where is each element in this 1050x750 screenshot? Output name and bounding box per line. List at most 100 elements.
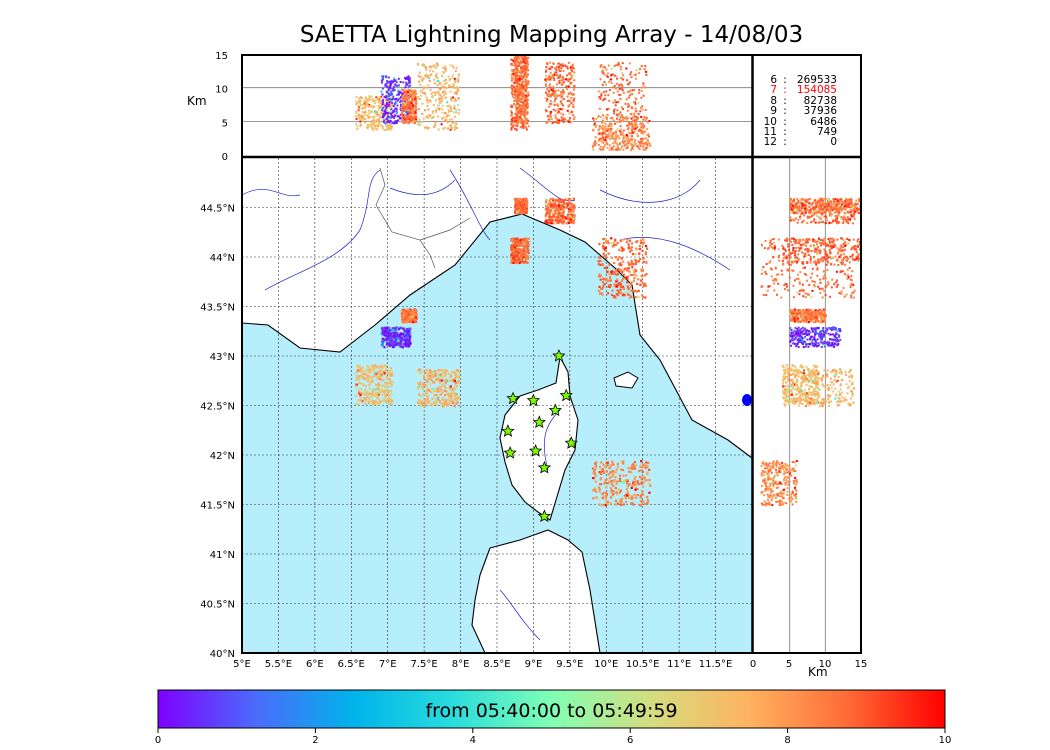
source-point-altitude [442, 116, 445, 119]
source-point-altitude [598, 138, 601, 141]
source-point-altitude [561, 64, 564, 67]
source-point-altitude [548, 95, 551, 98]
source-point [384, 338, 387, 341]
source-point [433, 389, 436, 392]
source-point-altitude [559, 91, 562, 94]
source-point-altitude [642, 82, 645, 85]
source-point [598, 273, 601, 276]
source-point-altitude [389, 87, 392, 90]
source-point-altitude [449, 125, 452, 128]
source-point-altitude [385, 118, 388, 121]
source-point-altitude [385, 107, 388, 110]
source-point-altitude [641, 132, 644, 135]
source-point-altitude [556, 103, 559, 106]
source-point-altitude [411, 106, 414, 109]
source-point [457, 380, 460, 383]
source-point [457, 396, 460, 399]
source-point-altitude [613, 109, 616, 112]
source-point-altitude [606, 146, 609, 149]
source-point [632, 503, 635, 506]
source-point-altitude [545, 110, 548, 113]
source-point [403, 334, 406, 338]
source-point [429, 383, 432, 386]
source-point [444, 373, 447, 376]
source-point-altitude [420, 64, 423, 67]
source-point [549, 198, 552, 201]
source-point-altitude [554, 116, 557, 119]
source-point-altitude [367, 117, 370, 120]
source-point-altitude [628, 90, 631, 93]
source-point-altitude [572, 93, 575, 96]
source-point-altitude [518, 77, 521, 80]
source-point-altitude [447, 110, 450, 113]
source-point-altitude [526, 122, 529, 125]
source-point-altitude [555, 93, 558, 96]
source-point-altitude [632, 145, 635, 148]
source-point [375, 383, 378, 387]
source-point-altitude [384, 100, 387, 103]
source-point-altitude [448, 83, 451, 86]
source-point [644, 253, 647, 256]
source-point [572, 210, 575, 213]
source-point-altitude [449, 78, 452, 81]
source-point [603, 254, 606, 258]
source-point-altitude [430, 73, 433, 76]
source-point-altitude [384, 122, 387, 125]
source-point [602, 252, 605, 255]
source-point [622, 462, 625, 465]
source-point [358, 398, 361, 402]
source-point [454, 375, 458, 378]
source-point-altitude [455, 91, 458, 94]
source-point [598, 292, 602, 295]
source-point-altitude [511, 95, 514, 98]
source-point-altitude [591, 145, 594, 148]
source-point [609, 279, 612, 282]
source-point [600, 292, 603, 295]
source-point-altitude [642, 131, 645, 134]
source-point [638, 475, 642, 479]
source-point [622, 273, 625, 276]
source-point [614, 470, 617, 473]
source-point-altitude [385, 102, 388, 105]
source-point-altitude [455, 108, 458, 111]
source-point-altitude [522, 113, 525, 116]
source-point-altitude [556, 74, 559, 77]
source-point-altitude [549, 94, 552, 97]
source-point [448, 372, 451, 375]
source-point-altitude [514, 121, 517, 124]
source-point-altitude [608, 144, 611, 147]
source-point-altitude [628, 62, 631, 65]
source-point [517, 248, 520, 251]
source-point-altitude [404, 120, 407, 123]
source-point-altitude [559, 74, 562, 77]
source-point [355, 383, 358, 386]
source-point [621, 277, 625, 281]
source-point-side [821, 377, 824, 380]
source-point [403, 313, 406, 316]
source-point-altitude [422, 117, 425, 120]
station-star-marker [552, 348, 566, 362]
source-point [621, 294, 624, 297]
source-point-side [784, 388, 787, 391]
source-point-altitude [405, 111, 408, 114]
source-point-altitude [513, 56, 516, 59]
source-point-altitude [548, 76, 551, 79]
source-point-side [846, 392, 849, 395]
source-point-altitude [545, 100, 548, 103]
source-point-altitude [432, 94, 435, 97]
source-point [603, 482, 606, 485]
source-point [641, 269, 645, 272]
source-point [454, 381, 458, 384]
source-point [551, 219, 554, 222]
source-point [425, 379, 428, 382]
source-point-altitude [413, 98, 416, 101]
source-point-altitude [361, 110, 364, 113]
source-point [520, 205, 524, 208]
source-point-altitude [633, 114, 636, 117]
source-point [556, 213, 559, 216]
source-point-altitude [568, 61, 571, 64]
source-point-altitude [455, 92, 458, 95]
source-point-altitude [644, 116, 647, 119]
source-point-altitude [435, 66, 438, 69]
source-point-altitude [648, 135, 651, 138]
